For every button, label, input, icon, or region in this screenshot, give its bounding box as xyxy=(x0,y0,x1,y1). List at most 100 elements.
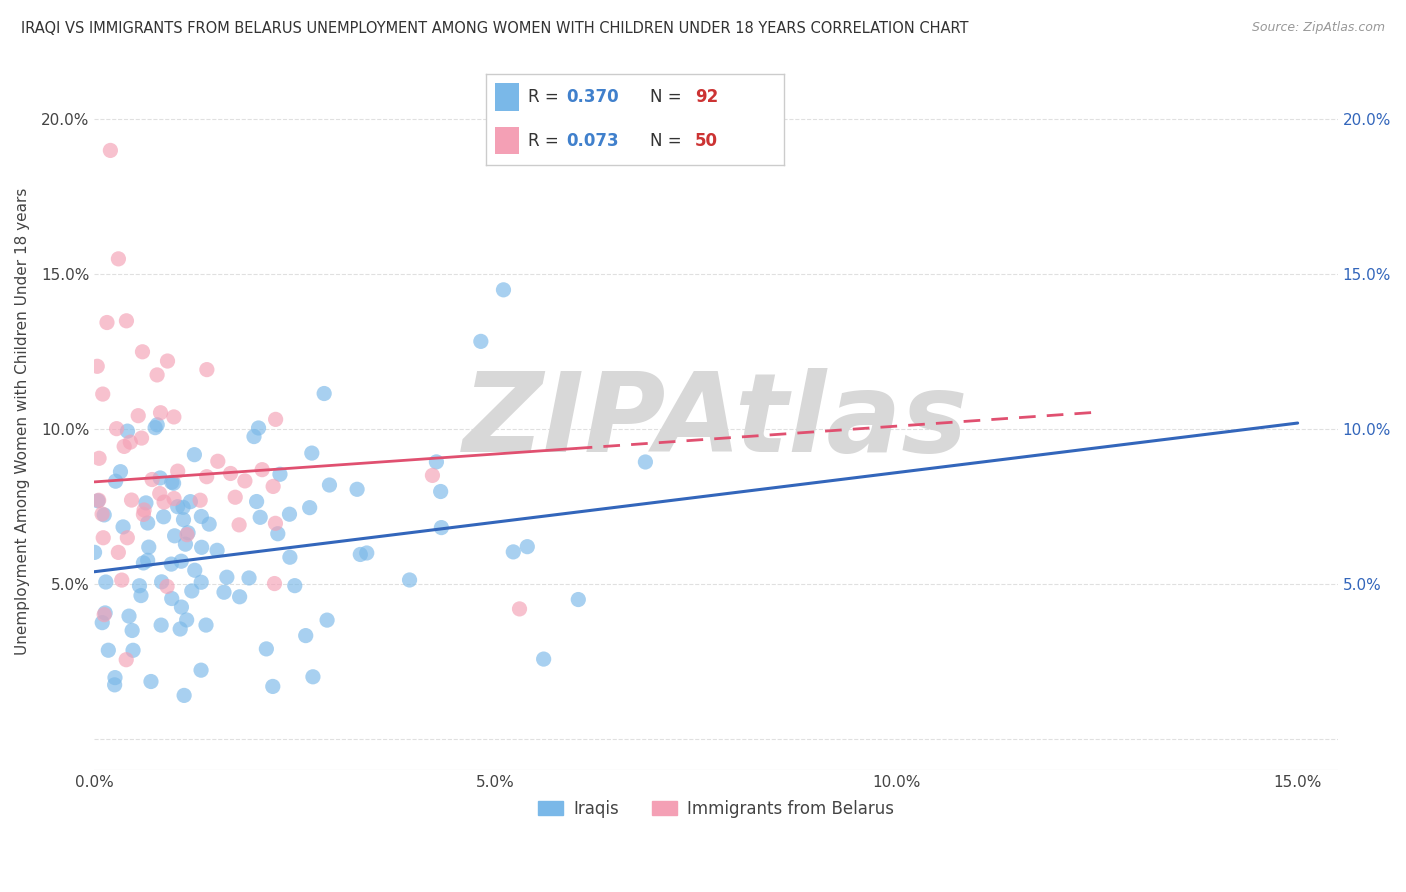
Point xyxy=(262,479,284,493)
Point xyxy=(470,334,492,349)
Point xyxy=(215,570,238,584)
Point xyxy=(195,362,218,376)
Point xyxy=(132,508,155,522)
Point xyxy=(314,386,336,401)
Point xyxy=(135,496,157,510)
Point xyxy=(262,680,284,694)
Point xyxy=(173,513,195,527)
Point xyxy=(172,500,194,515)
Point xyxy=(422,468,444,483)
Point xyxy=(430,520,453,534)
Point xyxy=(138,540,160,554)
Point xyxy=(146,417,169,432)
Point xyxy=(127,409,149,423)
Point xyxy=(176,613,198,627)
Point xyxy=(94,606,117,620)
Point xyxy=(195,618,218,632)
Point xyxy=(146,368,169,382)
Point xyxy=(278,507,301,521)
Point xyxy=(205,543,228,558)
Point xyxy=(107,545,129,559)
Point xyxy=(87,493,110,508)
Point xyxy=(150,574,173,589)
Point xyxy=(149,486,172,500)
Point xyxy=(104,474,127,488)
Point xyxy=(356,546,378,560)
Point xyxy=(160,475,183,490)
Point xyxy=(190,663,212,677)
Point xyxy=(110,465,132,479)
Point xyxy=(136,553,159,567)
Point xyxy=(91,387,114,401)
Point xyxy=(94,574,117,589)
Point xyxy=(100,144,122,158)
Point xyxy=(278,550,301,565)
Point xyxy=(162,476,184,491)
Point xyxy=(228,517,250,532)
Point xyxy=(176,527,198,541)
Point xyxy=(183,448,205,462)
Point xyxy=(91,615,114,630)
Point xyxy=(516,540,538,554)
Text: ZIPAtlas: ZIPAtlas xyxy=(464,368,969,475)
Point xyxy=(502,545,524,559)
Point xyxy=(170,554,193,568)
Point xyxy=(294,629,316,643)
Point xyxy=(83,545,105,559)
Text: Source: ZipAtlas.com: Source: ZipAtlas.com xyxy=(1251,21,1385,34)
Point xyxy=(117,424,139,438)
Point xyxy=(398,573,420,587)
Text: IRAQI VS IMMIGRANTS FROM BELARUS UNEMPLOYMENT AMONG WOMEN WITH CHILDREN UNDER 18: IRAQI VS IMMIGRANTS FROM BELARUS UNEMPLO… xyxy=(21,21,969,36)
Point xyxy=(174,537,197,551)
Point xyxy=(207,454,229,468)
Point xyxy=(91,531,114,545)
Point xyxy=(567,592,589,607)
Point xyxy=(105,422,128,436)
Legend: Iraqis, Immigrants from Belarus: Iraqis, Immigrants from Belarus xyxy=(531,793,901,824)
Point xyxy=(153,495,176,509)
Point xyxy=(246,494,269,508)
Point xyxy=(131,344,153,359)
Point xyxy=(349,548,371,562)
Point xyxy=(184,563,207,577)
Point xyxy=(190,509,212,524)
Point xyxy=(224,490,246,504)
Point xyxy=(160,557,183,571)
Point xyxy=(302,670,325,684)
Point xyxy=(149,406,172,420)
Point xyxy=(180,583,202,598)
Point xyxy=(150,618,173,632)
Point xyxy=(264,516,287,531)
Point xyxy=(429,484,451,499)
Point xyxy=(634,455,657,469)
Point xyxy=(254,641,277,656)
Point xyxy=(139,674,162,689)
Point xyxy=(190,541,212,555)
Point xyxy=(166,464,188,478)
Point xyxy=(93,607,115,622)
Point xyxy=(96,316,118,330)
Point xyxy=(492,283,515,297)
Point xyxy=(121,493,143,508)
Point xyxy=(533,652,555,666)
Point xyxy=(104,671,127,685)
Point xyxy=(179,494,201,508)
Point xyxy=(121,624,143,638)
Point xyxy=(233,474,256,488)
Point xyxy=(247,421,270,435)
Point xyxy=(166,500,188,514)
Point xyxy=(188,493,211,508)
Point xyxy=(250,463,273,477)
Point xyxy=(425,455,447,469)
Point xyxy=(152,509,174,524)
Point xyxy=(118,609,141,624)
Point xyxy=(163,491,186,506)
Point xyxy=(107,252,129,266)
Point xyxy=(177,525,200,540)
Point xyxy=(212,585,235,599)
Point xyxy=(143,420,166,434)
Point xyxy=(129,589,152,603)
Y-axis label: Unemployment Among Women with Children Under 18 years: Unemployment Among Women with Children U… xyxy=(15,188,30,656)
Point xyxy=(112,439,135,453)
Point xyxy=(318,478,340,492)
